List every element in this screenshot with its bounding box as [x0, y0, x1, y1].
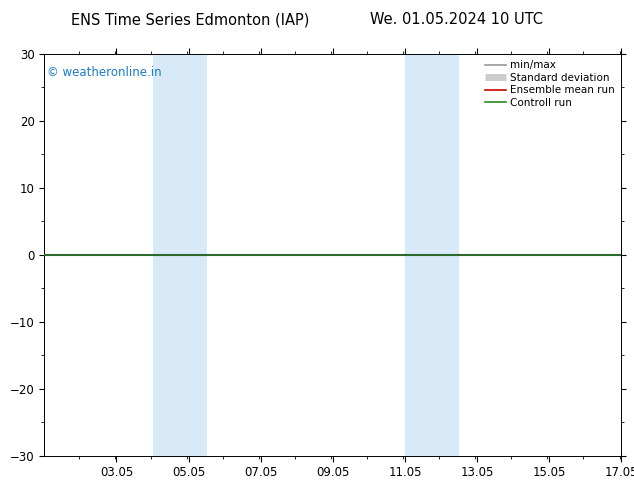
Text: ENS Time Series Edmonton (IAP): ENS Time Series Edmonton (IAP): [71, 12, 309, 27]
Bar: [153, 54, 207, 456]
Bar: [405, 54, 459, 456]
Text: © weatheronline.in: © weatheronline.in: [48, 66, 162, 79]
Text: We. 01.05.2024 10 UTC: We. 01.05.2024 10 UTC: [370, 12, 543, 27]
Legend: min/max, Standard deviation, Ensemble mean run, Controll run: min/max, Standard deviation, Ensemble me…: [481, 56, 619, 112]
